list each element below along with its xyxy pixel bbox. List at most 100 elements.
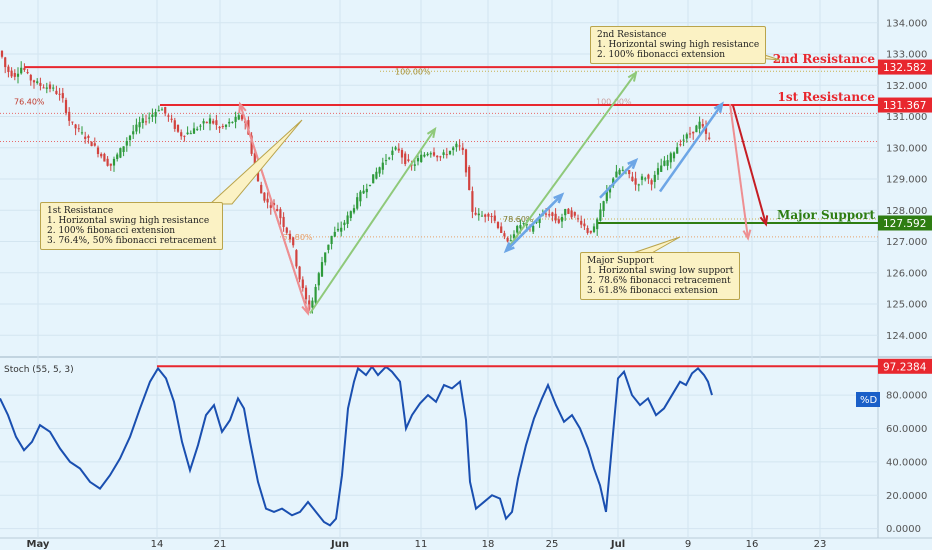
candle-body <box>320 262 324 277</box>
candle-body <box>615 171 618 178</box>
candle-body <box>397 148 400 151</box>
stoch-title: Stoch (55, 5, 3) <box>4 365 74 375</box>
candle-body <box>272 203 276 205</box>
candle-body <box>442 152 445 155</box>
level-name-label: 2nd Resistance <box>773 52 876 66</box>
candle-body <box>464 149 468 173</box>
candle-body <box>445 154 448 156</box>
candle-body <box>484 214 487 217</box>
annotation-2nd-resistance: 2nd Resistance 1. Horizontal swing high … <box>590 26 767 64</box>
candle-body <box>212 120 215 124</box>
candle-body <box>592 226 596 232</box>
candle-body <box>640 176 644 180</box>
candle-body <box>384 160 388 162</box>
time-tick-label: 14 <box>151 539 164 550</box>
candle-body <box>580 220 583 225</box>
candle-body <box>266 198 269 203</box>
candle-body <box>84 136 87 139</box>
time-tick-label: May <box>27 539 50 550</box>
time-tick-label: 9 <box>685 539 691 550</box>
candle-body <box>349 211 352 218</box>
candle-body <box>634 178 637 185</box>
price-tick-label: 132.000 <box>886 81 927 92</box>
candle-body <box>164 107 167 114</box>
candle-body <box>404 153 407 164</box>
candle-body <box>343 222 346 226</box>
candle-body <box>295 250 298 267</box>
candle-body <box>224 124 228 127</box>
candle-body <box>100 153 103 157</box>
candle-body <box>666 160 669 166</box>
time-tick-label: 21 <box>214 539 227 550</box>
candle-body <box>468 166 471 191</box>
candle-body <box>576 218 580 220</box>
candle-body <box>119 148 122 158</box>
candle-body <box>128 135 132 141</box>
candle-body <box>471 191 474 212</box>
candle-body <box>573 212 576 216</box>
candle-body <box>260 184 263 194</box>
price-tick-label: 125.000 <box>886 300 927 311</box>
candle-body <box>52 87 55 89</box>
candle-body <box>61 93 64 99</box>
candle-body <box>311 300 314 308</box>
candle-body <box>509 240 512 242</box>
annotation-line: 2nd Resistance <box>597 30 667 40</box>
candle-body <box>93 143 96 146</box>
candle-body <box>340 227 343 232</box>
candle-body <box>356 197 359 209</box>
candle-body <box>557 219 560 223</box>
candle-body <box>605 191 608 202</box>
annotation-line: 2. 100% fibonacci extension <box>47 226 176 236</box>
swing-arrow-up <box>239 103 309 314</box>
candle-body <box>317 273 320 286</box>
candle-body <box>39 82 42 86</box>
price-tick-label: 133.000 <box>886 50 927 61</box>
candle-body <box>144 121 148 123</box>
level-price-tag <box>878 215 932 231</box>
candle-body <box>58 93 61 95</box>
candle-body <box>122 146 125 153</box>
candle-body <box>250 135 253 154</box>
price-tick-label: 129.000 <box>886 175 927 186</box>
projection-arrow-main-head <box>759 215 769 227</box>
candle-body <box>327 244 330 250</box>
swing-arrow-up-head <box>426 126 437 139</box>
annotation-line: 3. 76.4%, 50% fibonacci retracement <box>47 236 217 246</box>
candle-body <box>176 124 180 132</box>
price-tick-label: 126.000 <box>886 268 927 279</box>
candle-body <box>186 132 189 135</box>
candle-body <box>90 141 93 147</box>
candle-body <box>292 237 295 246</box>
projection-arrow <box>729 103 749 239</box>
candle-body <box>461 147 464 151</box>
candle-body <box>439 156 442 158</box>
candle-body <box>551 212 554 216</box>
candle-body <box>359 191 362 202</box>
candle-body <box>13 73 16 77</box>
annotation-1st-resistance: 1st Resistance 1. Horizontal swing high … <box>40 202 224 250</box>
candle-body <box>426 153 429 156</box>
candle-body <box>103 153 106 162</box>
candle-body <box>237 115 240 120</box>
candle-body <box>423 154 426 157</box>
candle-body <box>157 110 160 112</box>
time-tick-label: Jul <box>610 539 625 550</box>
time-tick-label: 23 <box>814 539 827 550</box>
candle-body <box>589 230 592 233</box>
candle-body <box>362 190 365 194</box>
candle-body <box>55 90 58 94</box>
candle-body <box>36 81 39 83</box>
projection-arrow-head <box>742 229 752 241</box>
candle-body <box>672 152 676 159</box>
candle-body <box>448 150 452 155</box>
candle-body <box>685 134 688 139</box>
candle-body <box>154 111 157 117</box>
candle-body <box>26 72 29 74</box>
candle-body <box>42 87 45 89</box>
candle-body <box>288 233 292 239</box>
candle-body <box>279 209 282 219</box>
candle-body <box>708 137 711 139</box>
candle-body <box>116 154 119 160</box>
